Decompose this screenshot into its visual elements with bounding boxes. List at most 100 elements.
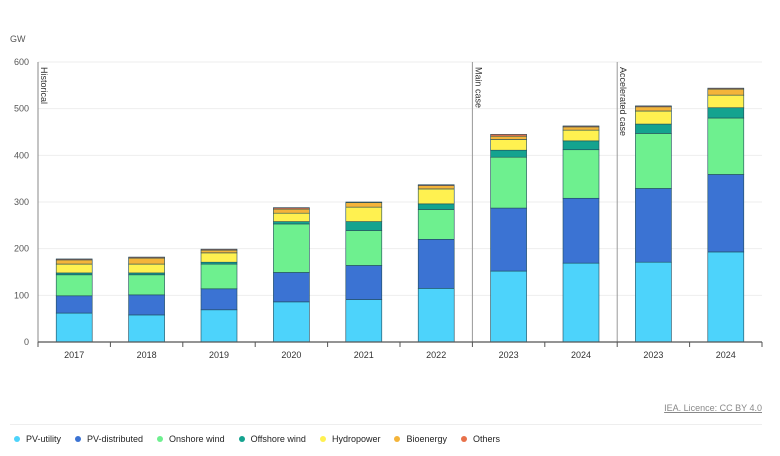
bar-segment-onshore-wind[interactable]: [345, 230, 383, 266]
bar-segment-pv-utility[interactable]: [128, 314, 165, 343]
bar-segment-onshore-wind[interactable]: [55, 274, 93, 297]
bar-segment-hydropower[interactable]: [200, 252, 238, 263]
bar-segment-hydropower[interactable]: [273, 212, 310, 222]
x-tick-label: 2020: [281, 350, 301, 360]
bar-segment-hydropower[interactable]: [490, 139, 527, 151]
legend-item[interactable]: Bioenergy: [394, 434, 447, 444]
bar-segment-hydropower[interactable]: [417, 188, 455, 205]
legend-item[interactable]: Onshore wind: [157, 434, 225, 444]
bar-segment-hydropower[interactable]: [562, 129, 600, 142]
bar-segment-pv-utility[interactable]: [635, 261, 672, 343]
bar-segment-onshore-wind[interactable]: [417, 209, 455, 240]
bar-segment-bioenergy[interactable]: [490, 135, 527, 140]
bar-segment-others[interactable]: [635, 105, 672, 108]
bar-segment-pv-distributed[interactable]: [562, 197, 600, 264]
x-tick-label: 2017: [64, 350, 84, 360]
bar-segment-onshore-wind[interactable]: [273, 223, 310, 273]
bar-segment-others[interactable]: [562, 125, 600, 128]
legend-swatch: [394, 436, 401, 442]
x-tick-label: 2023: [643, 350, 663, 360]
bar-segment-onshore-wind[interactable]: [490, 156, 527, 209]
bar-segment-pv-utility[interactable]: [562, 262, 600, 343]
legend-label: Onshore wind: [169, 434, 225, 444]
bar-segment-hydropower[interactable]: [635, 110, 672, 125]
y-tick-label: 300: [14, 197, 29, 207]
legend-label: Bioenergy: [406, 434, 448, 444]
bar-segment-pv-distributed[interactable]: [490, 207, 527, 272]
y-tick-label: 200: [14, 244, 29, 254]
legend-label: Others: [473, 434, 501, 444]
bar-segment-onshore-wind[interactable]: [200, 263, 238, 290]
bar-segment-onshore-wind[interactable]: [562, 149, 600, 199]
bar-segment-bioenergy[interactable]: [128, 257, 165, 265]
legend-swatch: [157, 436, 164, 442]
bar-segment-others[interactable]: [417, 184, 455, 186]
legend-item[interactable]: Others: [461, 434, 500, 444]
legend-label: Offshore wind: [250, 434, 306, 444]
legend-label: Hydropower: [331, 434, 381, 444]
bar-segment-offshore-wind[interactable]: [635, 123, 672, 134]
legend-item[interactable]: PV-utility: [14, 434, 61, 444]
legend: PV-utility PV-distributed Onshore wind Offs…: [14, 434, 500, 444]
y-axis-unit-label: GW: [10, 34, 26, 44]
y-tick-label: 400: [14, 150, 29, 160]
bar-segment-bioenergy[interactable]: [345, 202, 383, 208]
bar-segment-others[interactable]: [55, 258, 93, 261]
bar-segment-others[interactable]: [707, 87, 745, 90]
bar-segment-pv-distributed[interactable]: [707, 174, 745, 253]
bar-segment-pv-utility[interactable]: [490, 270, 527, 343]
bar-segment-bioenergy[interactable]: [707, 88, 745, 96]
bar-segment-bioenergy[interactable]: [562, 126, 600, 131]
bar-segment-offshore-wind[interactable]: [273, 221, 310, 225]
bar-segment-pv-distributed[interactable]: [417, 239, 455, 289]
bar-segment-pv-utility[interactable]: [200, 309, 238, 343]
bar-segment-bioenergy[interactable]: [635, 106, 672, 112]
bar-segment-others[interactable]: [200, 248, 238, 251]
bar-segment-bioenergy[interactable]: [55, 259, 93, 265]
x-tick-label: 2022: [426, 350, 446, 360]
bar-segment-pv-utility[interactable]: [55, 312, 93, 343]
legend-label: PV-distributed: [87, 434, 144, 444]
annotation-label: Accelerated case: [618, 67, 628, 136]
annotation-label: Main case: [473, 67, 483, 108]
bar-segment-pv-utility[interactable]: [417, 288, 455, 343]
bar-segment-bioenergy[interactable]: [417, 185, 455, 190]
bar-segment-others[interactable]: [490, 134, 527, 137]
bar-segment-pv-utility[interactable]: [345, 299, 383, 343]
bar-segment-hydropower[interactable]: [707, 94, 745, 109]
licence-link[interactable]: IEA. Licence: CC BY 4.0: [664, 403, 762, 413]
y-tick-label: 100: [14, 290, 29, 300]
stacked-bar-chart: 0 100 200 300 400 500 600 Historical Main case Ac…: [14, 57, 763, 360]
bar-segment-pv-distributed[interactable]: [635, 188, 672, 263]
bar-segment-offshore-wind[interactable]: [417, 203, 455, 210]
bar-segment-pv-distributed[interactable]: [128, 294, 165, 316]
bar-segment-bioenergy[interactable]: [273, 208, 310, 214]
bar-segment-pv-utility[interactable]: [707, 251, 745, 343]
bar-segment-onshore-wind[interactable]: [128, 274, 165, 296]
legend-item[interactable]: Offshore wind: [238, 434, 306, 444]
y-tick-label: 0: [24, 337, 29, 347]
legend-divider: [10, 424, 762, 425]
bar-segment-pv-distributed[interactable]: [55, 295, 93, 314]
bar-segment-hydropower[interactable]: [55, 263, 93, 274]
bar-segment-bioenergy[interactable]: [200, 249, 238, 254]
bar-segment-offshore-wind[interactable]: [562, 140, 600, 151]
bar-segment-pv-distributed[interactable]: [200, 288, 238, 311]
bar-segment-pv-distributed[interactable]: [345, 265, 383, 300]
bar-segment-onshore-wind[interactable]: [635, 133, 672, 189]
bar-segment-pv-distributed[interactable]: [273, 272, 310, 303]
bar-segment-offshore-wind[interactable]: [345, 221, 383, 231]
bar-segment-offshore-wind[interactable]: [490, 149, 527, 158]
bar-segment-pv-utility[interactable]: [273, 301, 310, 343]
bar-segment-offshore-wind[interactable]: [707, 107, 745, 119]
x-tick-label: 2024: [716, 350, 736, 360]
bar-segment-onshore-wind[interactable]: [707, 117, 745, 175]
legend-swatch: [75, 436, 82, 442]
bar-segment-others[interactable]: [128, 256, 165, 259]
y-tick-label: 500: [14, 104, 29, 114]
bar-segment-others[interactable]: [273, 207, 310, 210]
bar-segment-hydropower[interactable]: [128, 263, 165, 274]
bar-segment-hydropower[interactable]: [345, 206, 383, 222]
legend-item[interactable]: PV-distributed: [75, 434, 143, 444]
legend-item[interactable]: Hydropower: [319, 434, 381, 444]
